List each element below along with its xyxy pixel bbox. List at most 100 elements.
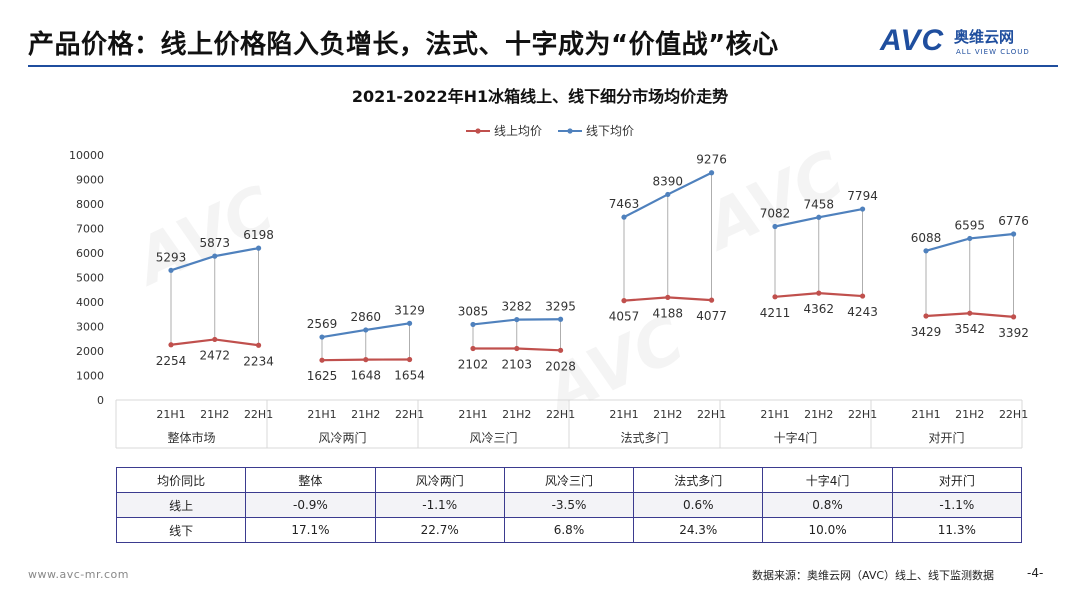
offline-price-point <box>557 316 564 322</box>
offline-price-data-label: 5873 <box>200 236 231 250</box>
table-column-header: 法式多门 <box>633 467 764 493</box>
online-price-point <box>967 310 973 316</box>
x-tick-label: 21H1 <box>911 408 940 421</box>
online-price-data-label: 1625 <box>307 369 338 383</box>
offline-price-data-label: 7082 <box>760 206 791 220</box>
online-price-data-label: 3429 <box>911 325 942 339</box>
table-cell: 22.7% <box>374 517 505 543</box>
yoy-price-table: 均价同比 整体 风冷两门 风冷三门 法式多门 十字4门 对开门 线上 -0.9% -1.1% -3… <box>115 467 1023 543</box>
offline-price-point <box>816 214 822 220</box>
logo-chinese-name: 奥维云网 <box>954 28 1015 46</box>
group-label: 整体市场 <box>167 430 215 445</box>
online-price-point <box>168 342 174 348</box>
online-price-point <box>557 347 564 353</box>
x-tick-label: 22H1 <box>395 408 424 421</box>
online-price-data-label: 4057 <box>609 310 640 324</box>
offline-price-point <box>470 321 476 328</box>
online-price-point <box>514 345 520 352</box>
table-cell: -1.1% <box>374 492 505 518</box>
online-price-data-label: 4188 <box>653 306 684 320</box>
online-price-data-label: 3542 <box>955 322 986 336</box>
y-tick-label: 10000 <box>69 149 104 162</box>
offline-price-point <box>319 334 325 340</box>
x-tick-label: 21H2 <box>200 408 229 421</box>
x-tick-label: 21H1 <box>307 408 336 421</box>
online-price-data-label: 4077 <box>696 309 727 323</box>
footer-url[interactable]: www.avc-mr.com <box>28 568 129 581</box>
offline-price-data-label: 5293 <box>156 250 187 264</box>
table-corner-header: 均价同比 <box>115 467 247 493</box>
x-tick-label: 21H2 <box>955 408 984 421</box>
page-number: -4- <box>1027 566 1044 580</box>
table-cell: 17.1% <box>245 517 376 543</box>
table-cell: 6.8% <box>503 517 635 543</box>
online-price-data-label: 4211 <box>760 306 791 320</box>
offline-price-point <box>168 267 174 273</box>
y-tick-label: 1000 <box>76 370 104 383</box>
online-price-point <box>363 357 369 363</box>
y-tick-label: 5000 <box>76 272 104 285</box>
offline-price-data-label: 3295 <box>545 299 576 313</box>
x-tick-label: 21H1 <box>458 408 487 421</box>
table-row-header: 线下 <box>115 517 247 543</box>
table-column-header: 对开门 <box>891 467 1023 493</box>
online-price-data-label: 2234 <box>243 354 274 368</box>
table-cell: -1.1% <box>891 492 1023 518</box>
online-price-point <box>1010 314 1017 320</box>
logo-english-name: ALL VIEW CLOUD <box>956 48 1030 56</box>
y-tick-label: 3000 <box>76 321 104 334</box>
offline-price-data-label: 6595 <box>955 218 986 232</box>
y-tick-label: 7000 <box>76 223 104 236</box>
online-price-point <box>470 345 476 352</box>
offline-price-data-label: 8390 <box>653 174 684 188</box>
legend-swatch-marker <box>475 128 481 134</box>
offline-price-data-label: 3282 <box>502 300 533 314</box>
offline-price-point <box>255 245 262 251</box>
online-price-data-label: 1648 <box>351 369 382 383</box>
data-source-note: 数据来源：奥维云网（AVC）线上、线下监测数据 <box>752 569 995 582</box>
offline-price-point <box>772 223 778 230</box>
online-price-point <box>255 342 262 348</box>
legend-swatch-marker <box>567 128 573 134</box>
y-tick-label: 2000 <box>76 345 104 358</box>
table-header-row: 均价同比 整体 风冷两门 风冷三门 法式多门 十字4门 对开门 <box>115 467 1023 493</box>
legend-label: 线下均价 <box>586 124 634 138</box>
table-cell: 24.3% <box>633 517 764 543</box>
table-cell: 11.3% <box>891 517 1023 543</box>
y-tick-label: 0 <box>97 394 104 407</box>
online-price-data-label: 3392 <box>998 326 1029 340</box>
x-tick-label: 22H1 <box>546 408 575 421</box>
x-tick-label: 21H2 <box>804 408 833 421</box>
group-label: 十字4门 <box>774 430 818 445</box>
group-label: 法式多门 <box>620 430 668 445</box>
table-row: 线下 17.1% 22.7% 6.8% 24.3% 10.0% 11.3% <box>115 517 1023 543</box>
page-title: 产品价格：线上价格陷入负增长，法式、十字成为“价值战”核心 <box>28 30 779 60</box>
online-price-data-label: 1654 <box>394 368 425 382</box>
offline-price-point <box>212 253 218 259</box>
offline-price-data-label: 6198 <box>243 228 274 242</box>
group-label: 对开门 <box>928 430 964 445</box>
online-price-point <box>708 297 715 303</box>
offline-price-point <box>406 320 413 326</box>
online-price-point <box>406 356 413 363</box>
offline-price-point <box>1010 231 1017 237</box>
offline-price-point <box>708 170 715 176</box>
online-price-point <box>923 313 929 319</box>
offline-price-point <box>621 214 627 220</box>
offline-price-data-label: 7794 <box>847 189 878 203</box>
online-price-point <box>816 290 822 296</box>
offline-price-data-label: 2569 <box>307 317 338 331</box>
x-tick-label: 22H1 <box>244 408 273 421</box>
table-row-header: 线上 <box>115 492 247 518</box>
x-tick-label: 22H1 <box>999 408 1028 421</box>
offline-price-data-label: 6088 <box>911 231 942 245</box>
table-cell: -3.5% <box>503 492 635 518</box>
offline-price-data-label: 9276 <box>696 153 727 167</box>
offline-price-point <box>859 206 866 212</box>
table-row: 线上 -0.9% -1.1% -3.5% 0.6% 0.8% -1.1% <box>115 492 1023 518</box>
offline-price-data-label: 3129 <box>394 303 425 317</box>
table-column-header: 整体 <box>245 467 376 493</box>
offline-price-data-label: 7458 <box>804 197 835 211</box>
legend-label: 线上均价 <box>494 124 542 138</box>
online-price-point <box>319 357 325 363</box>
